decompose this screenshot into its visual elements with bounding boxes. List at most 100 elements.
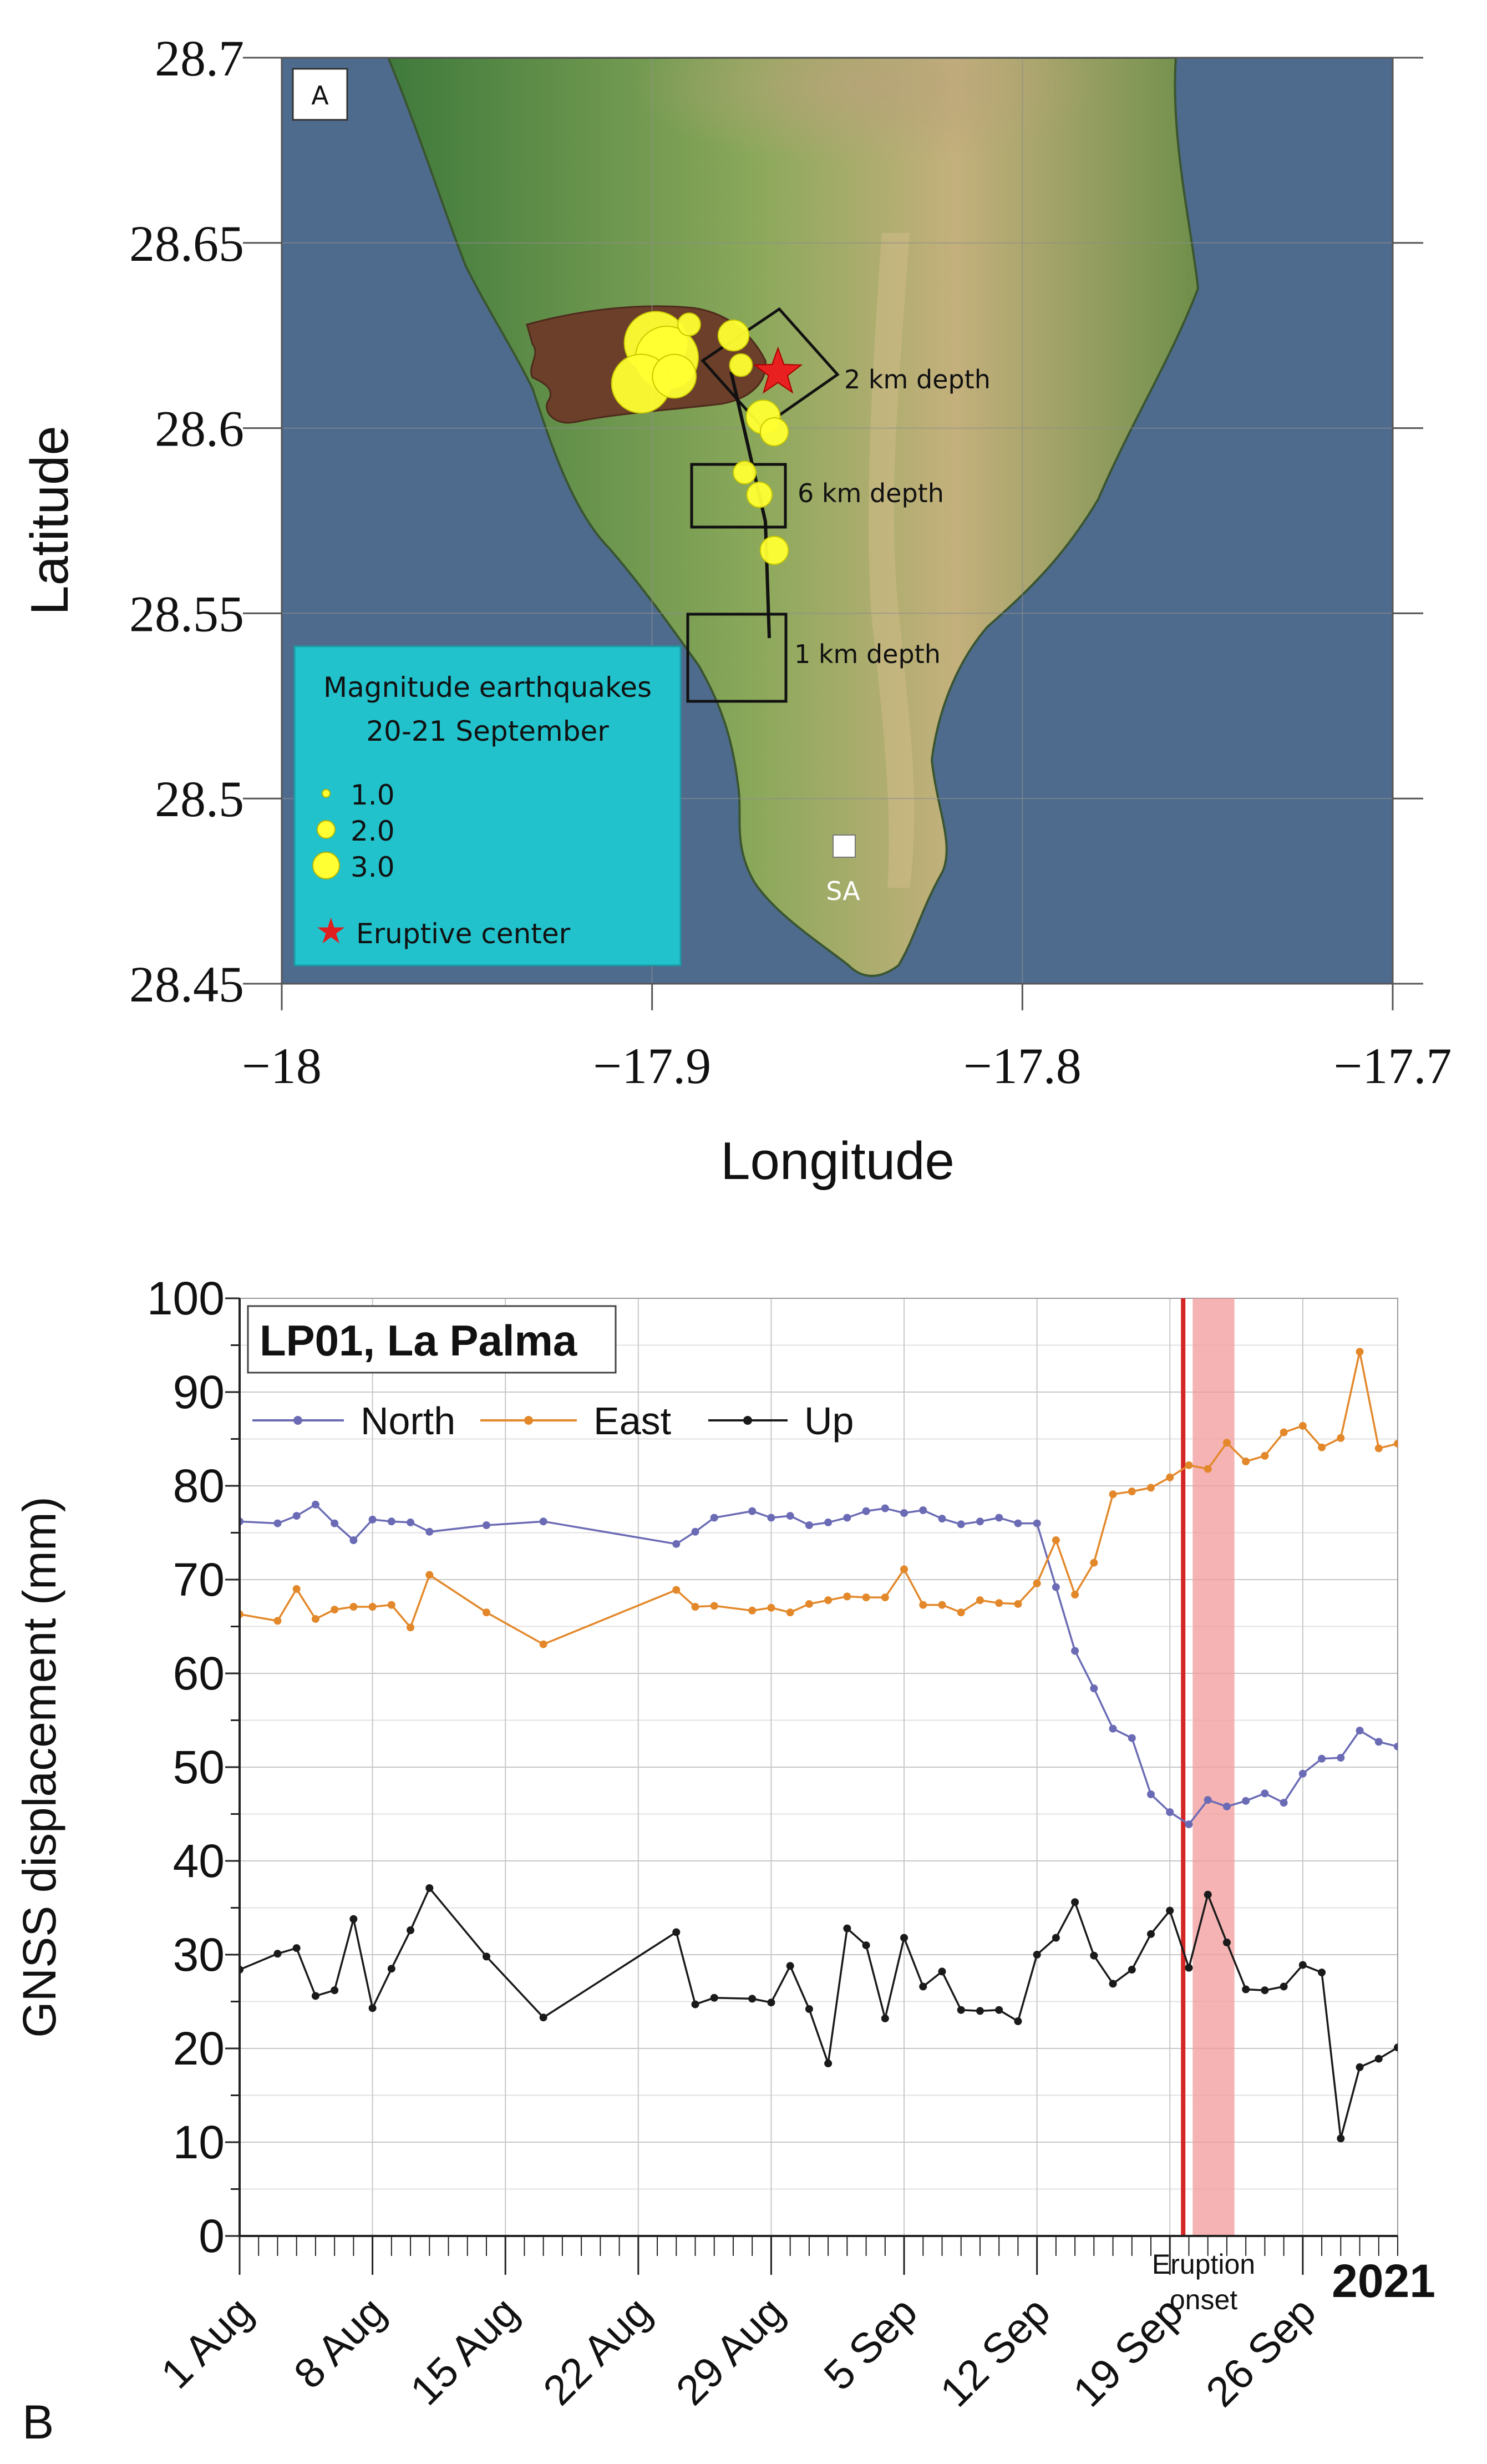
data-point-up: [710, 1994, 718, 2002]
data-point-up: [1374, 2055, 1383, 2063]
data-point-north: [1033, 1519, 1041, 1527]
data-point-east: [331, 1606, 339, 1614]
data-point-north: [1222, 1802, 1231, 1810]
chart-xtick-label: 8 Aug: [285, 2288, 395, 2398]
earthquake-marker: [746, 482, 773, 508]
data-point-up: [1033, 1951, 1041, 1959]
data-point-north: [1280, 1799, 1288, 1807]
legend-eruptive-center: Eruptive center: [356, 918, 571, 950]
data-point-east: [425, 1571, 434, 1579]
data-point-east: [349, 1603, 358, 1611]
data-point-east: [1128, 1487, 1136, 1496]
data-point-north: [919, 1506, 927, 1514]
data-point-north: [1298, 1769, 1307, 1778]
data-point-up: [1261, 1986, 1269, 1995]
data-point-east: [1356, 1348, 1364, 1356]
data-point-east: [1394, 1439, 1398, 1448]
legend-circle-mag-3: [312, 852, 340, 879]
data-point-up: [1222, 1939, 1231, 1947]
data-point-up: [1147, 1930, 1155, 1938]
data-point-north: [1261, 1789, 1269, 1798]
chart-xtick-label: 1 Aug: [152, 2288, 262, 2398]
depth-box-1km: [686, 613, 788, 703]
chart-ytick-label: 50: [173, 1741, 225, 1793]
data-point-north: [1071, 1647, 1079, 1655]
data-point-east: [368, 1603, 377, 1611]
data-point-north: [710, 1514, 718, 1522]
data-point-east: [539, 1640, 547, 1648]
data-point-east: [1014, 1600, 1022, 1608]
map-legend-title-line1: Magnitude earthquakes: [323, 671, 652, 704]
chart-ytick-label: 40: [173, 1835, 225, 1887]
data-point-up: [1394, 2043, 1398, 2052]
data-point-east: [919, 1601, 927, 1609]
data-point-up: [1242, 1985, 1250, 1994]
data-point-up: [1204, 1890, 1212, 1899]
data-point-north: [349, 1536, 358, 1545]
chart-ylabel: GNSS displacement (mm): [13, 1496, 65, 2038]
data-point-up: [1318, 1969, 1326, 1977]
data-point-east: [311, 1615, 319, 1623]
data-point-east: [1298, 1421, 1307, 1430]
legend-east-label: East: [593, 1399, 671, 1443]
map-xlabel: Longitude: [720, 1131, 955, 1191]
map-overlay: [611, 307, 840, 703]
data-point-east: [1052, 1536, 1060, 1545]
data-point-up: [919, 1982, 927, 1991]
data-point-north: [786, 1512, 794, 1520]
data-point-up: [938, 1967, 946, 1976]
data-point-up: [292, 1944, 301, 1952]
data-point-up: [1298, 1961, 1307, 1969]
legend-circle-mag-2: [317, 820, 336, 839]
legend-mag-1: 1.0: [351, 779, 395, 811]
data-point-north: [995, 1514, 1003, 1522]
data-point-north: [767, 1514, 775, 1522]
data-point-east: [843, 1592, 851, 1601]
data-point-up: [881, 2014, 889, 2022]
data-point-up: [349, 1915, 358, 1923]
chart-title-box: [247, 1305, 617, 1374]
eruptive-center-star: [753, 346, 803, 394]
data-point-up: [843, 1924, 851, 1932]
legend-mag-2: 2.0: [351, 815, 395, 847]
chart-xtick-label: 5 Sep: [815, 2288, 927, 2400]
data-point-east: [976, 1596, 984, 1605]
chart-legend: North East Up: [252, 1399, 854, 1443]
data-point-north: [331, 1519, 339, 1527]
depth-label-1km: 1 km depth: [794, 639, 941, 669]
data-point-up: [1109, 1980, 1117, 1988]
legend-north-dot: [293, 1416, 302, 1425]
data-point-north: [1185, 1820, 1193, 1829]
data-point-north: [824, 1518, 833, 1526]
data-point-up: [976, 2007, 984, 2015]
data-point-north: [1356, 1727, 1364, 1735]
data-point-east: [387, 1601, 395, 1609]
data-point-up: [995, 2006, 1003, 2014]
data-point-north: [1109, 1724, 1117, 1733]
data-point-up: [691, 2000, 699, 2008]
data-point-north: [805, 1521, 813, 1529]
data-point-north: [1147, 1790, 1155, 1799]
legend-up-label: Up: [804, 1399, 854, 1443]
data-point-east: [995, 1599, 1003, 1607]
data-point-up: [1014, 2017, 1022, 2025]
data-point-east: [482, 1608, 490, 1617]
data-point-up: [786, 1962, 794, 1970]
data-point-east: [1318, 1443, 1326, 1451]
depth-label-2km: 2 km depth: [844, 365, 991, 394]
chart-ytick-label: 20: [173, 2022, 225, 2075]
data-point-north: [1204, 1796, 1212, 1804]
data-point-east: [1222, 1439, 1231, 1447]
data-point-north: [1337, 1754, 1345, 1762]
data-point-east: [748, 1606, 757, 1615]
data-point-up: [1337, 2134, 1345, 2143]
chart-title: LP01, La Palma: [260, 1316, 577, 1365]
legend-star-icon: ★: [315, 911, 347, 952]
earthquake-marker: [759, 417, 789, 447]
eruption-label-line1: Eruption: [1152, 2249, 1255, 2280]
shaded-span: [1192, 1298, 1235, 2236]
data-point-north: [482, 1521, 490, 1529]
map-ytick-label: 28.45: [129, 956, 244, 1013]
data-point-east: [273, 1617, 282, 1625]
